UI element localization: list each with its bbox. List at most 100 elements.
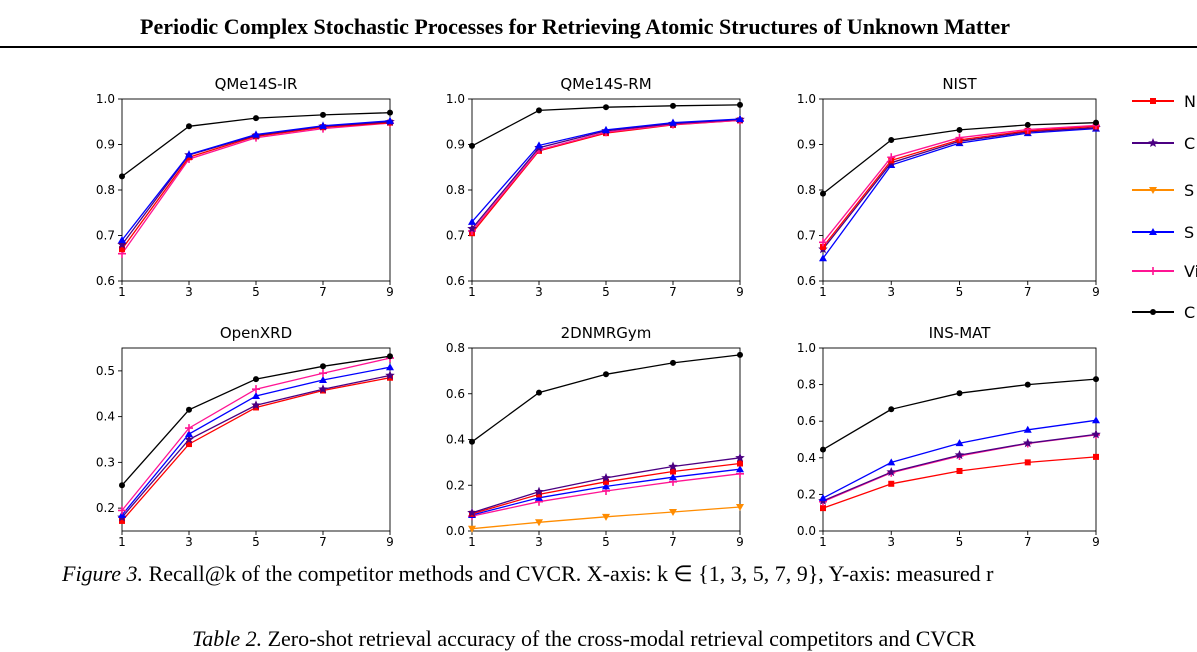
data-point [118,506,126,515]
y-tick-label: 0.2 [797,487,816,501]
series-line [471,104,741,147]
x-tick-label: 1 [118,285,126,299]
x-tick-label: 5 [956,535,964,549]
data-point [1093,376,1099,383]
legend-item: C [1132,303,1195,322]
data-point [1023,425,1032,433]
data-point [252,385,260,394]
figure-caption-label: Figure 3. [62,561,144,586]
data-point [185,150,193,158]
legend-item: Vi [1132,262,1197,281]
chart-title: 2DNMRGym [561,324,652,342]
series-line [822,378,1097,451]
data-point [820,446,826,453]
data-point [668,461,678,471]
y-tick-label: 0.4 [446,433,465,447]
data-point [468,525,476,533]
y-tick-label: 0.6 [797,414,816,428]
y-tick-label: 0.9 [797,138,816,152]
data-point [119,482,125,489]
data-point [887,153,896,162]
y-tick-label: 0.2 [96,501,115,515]
data-point [670,359,676,366]
x-tick-label: 5 [252,285,260,299]
data-point [119,517,125,524]
data-point [536,389,542,396]
data-point [819,494,827,502]
data-point [185,430,193,438]
data-point [1093,453,1099,460]
x-tick-label: 9 [1092,535,1100,549]
y-tick-label: 0.3 [96,455,115,469]
y-tick-label: 0.8 [797,378,816,392]
data-point [534,486,544,496]
legend-marker [1150,309,1156,315]
figure-caption: Figure 3. Recall@k of the competitor met… [62,561,993,587]
data-point [1024,121,1031,128]
data-point [956,390,963,397]
y-tick-label: 0.7 [446,229,465,243]
legend-item: N [1132,92,1196,111]
legend-label: S [1184,223,1194,242]
x-tick-label: 7 [1024,535,1032,549]
data-point [251,400,261,410]
legend-label: N [1184,92,1196,111]
y-tick-label: 0.7 [96,229,115,243]
y-tick-label: 0.6 [797,274,816,288]
data-point [1092,416,1100,424]
y-tick-label: 0.8 [446,341,465,355]
data-point [319,369,327,378]
series-line [121,112,391,177]
chart-title: OpenXRD [220,324,292,342]
y-tick-label: 0.5 [96,364,115,378]
chart-panel-5: 2DNMRGym 0.0 0.2 0.4 0.6 0.8 1 3 5 7 9 [446,324,745,549]
data-point [118,510,126,518]
data-point [603,104,609,111]
data-point [185,424,193,433]
data-point [386,116,394,124]
data-point [737,460,743,467]
y-tick-label: 0.8 [446,183,465,197]
y-tick-label: 0.8 [96,183,115,197]
data-point [319,121,327,129]
x-tick-label: 3 [535,285,543,299]
x-tick-label: 1 [468,285,476,299]
data-point [602,482,610,490]
x-tick-label: 1 [468,535,476,549]
legend-label: Vi [1184,262,1197,281]
legend-label: S [1184,181,1194,200]
y-tick-label: 0.8 [797,183,816,197]
y-tick-label: 0.4 [797,451,816,465]
data-point [386,363,394,371]
data-point [536,491,542,498]
y-tick-label: 0.9 [446,138,465,152]
chart-title: QMe14S-IR [215,75,298,93]
legend-label: C [1184,303,1195,322]
data-point [954,450,965,460]
legend-item: S [1132,181,1194,200]
y-tick-label: 0.0 [446,524,465,538]
data-point [819,238,827,247]
data-point [1091,429,1101,439]
data-point [1093,119,1099,126]
table-caption-text: Zero-shot retrieval accuracy of the cros… [267,626,976,651]
legend-marker [1149,187,1157,194]
figure-caption-text: Recall@k of the competitor methods and C… [148,561,994,586]
x-tick-label: 3 [185,535,193,549]
data-point [118,236,126,244]
data-point [252,392,260,400]
data-point [820,190,826,197]
y-tick-label: 0.6 [446,274,465,288]
legend: N C S S Vi C [1132,92,1197,322]
x-tick-label: 3 [887,285,895,299]
data-point [467,223,477,233]
data-point [737,351,743,358]
data-point [387,109,393,116]
data-point [253,376,259,383]
series-line [822,122,1097,195]
y-tick-label: 0.7 [797,229,816,243]
data-point [385,370,395,380]
data-point [736,465,744,473]
data-point [737,101,743,108]
data-point [601,472,611,482]
